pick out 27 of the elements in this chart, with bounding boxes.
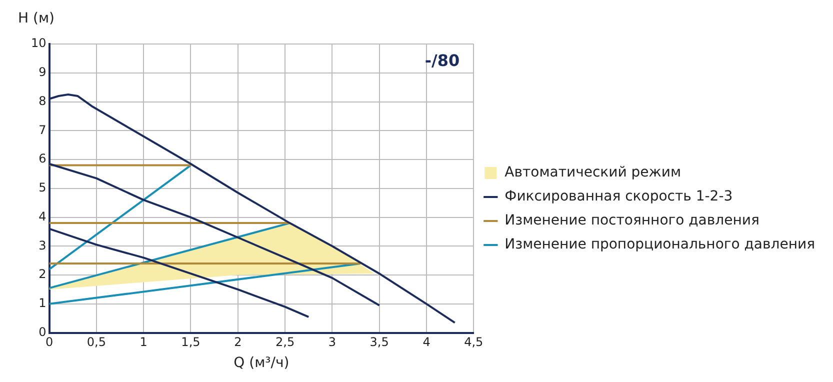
x-tick-label: 0,5 bbox=[86, 335, 106, 350]
y-tick-label: 7 bbox=[38, 122, 46, 137]
x-tick-label: 3,5 bbox=[370, 335, 389, 350]
x-tick-label: 1 bbox=[140, 335, 148, 350]
y-tick-label: 0 bbox=[38, 324, 46, 339]
legend-label: Изменение постоянного давления bbox=[504, 212, 760, 229]
x-axis-title: Q (м³/ч) bbox=[234, 355, 290, 372]
x-tick-label: 3 bbox=[328, 335, 336, 350]
y-tick-label: 3 bbox=[38, 238, 46, 252]
x-tick-label: 4 bbox=[422, 335, 430, 350]
y-tick-label: 8 bbox=[38, 94, 46, 108]
y-tick-label: 4 bbox=[38, 209, 46, 224]
y-tick-label: 1 bbox=[38, 296, 46, 310]
x-tick-label: 2 bbox=[234, 335, 242, 350]
y-tick-label: 2 bbox=[38, 267, 46, 282]
legend-label: Фиксированная скорость 1-2-3 bbox=[504, 188, 733, 205]
x-tick-label: 2,5 bbox=[275, 335, 295, 350]
annotation: -/80 bbox=[424, 51, 460, 70]
y-tick-label: 6 bbox=[38, 152, 46, 166]
y-tick-label: 9 bbox=[38, 65, 46, 80]
y-axis-title: H (м) bbox=[18, 10, 54, 27]
y-tick-label: 5 bbox=[38, 180, 46, 195]
x-tick-label: 4,5 bbox=[464, 335, 484, 350]
legend-label: Автоматический режим bbox=[504, 164, 682, 181]
y-tick-label: 10 bbox=[30, 36, 46, 50]
x-tick-label: 1,5 bbox=[181, 335, 200, 350]
legend-label: Изменение пропорционального давления bbox=[504, 236, 816, 253]
